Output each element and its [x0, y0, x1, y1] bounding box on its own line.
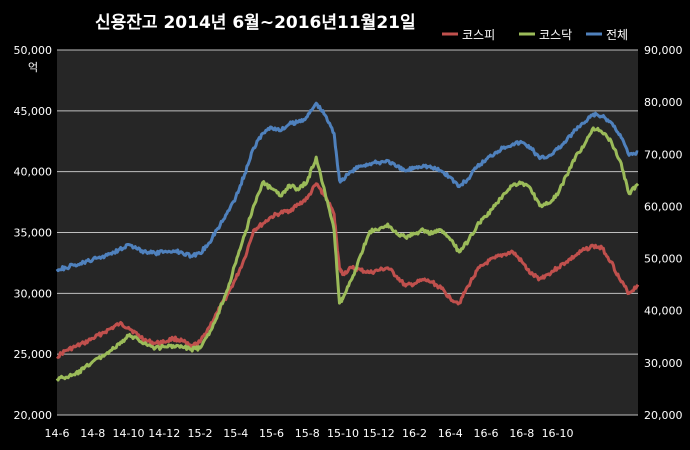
x-tick-label: 16-8	[509, 427, 534, 440]
left-tick-label: 30,000	[14, 287, 53, 300]
left-tick-label: 25,000	[14, 348, 53, 361]
left-tick-label: 20,000	[14, 409, 53, 422]
right-tick-label: 50,000	[644, 253, 683, 266]
x-tick-label: 15-10	[327, 427, 359, 440]
left-axis-unit: 억	[28, 61, 38, 74]
series-line-2	[55, 126, 640, 382]
x-tick-label: 15-8	[295, 427, 320, 440]
left-axis-ticks: 20,000 25,000 30,000 35,000 40,000 45,000 50,0…	[14, 44, 53, 422]
x-tick-label: 14-10	[113, 427, 145, 440]
x-tick-label: 14-12	[148, 427, 180, 440]
legend: 코스피 코스닥 전체	[442, 28, 628, 42]
x-tick-label: 14-8	[80, 427, 105, 440]
x-tick-label: 15-6	[259, 427, 284, 440]
x-tick-label: 14-6	[45, 427, 70, 440]
x-tick-label: 15-2	[188, 427, 213, 440]
right-tick-label: 80,000	[644, 96, 683, 109]
right-tick-label: 70,000	[644, 148, 683, 161]
right-tick-label: 60,000	[644, 200, 683, 213]
left-tick-label: 40,000	[14, 166, 53, 179]
x-tick-label: 16-10	[542, 427, 574, 440]
chart-title: 신용잔고 2014년 6월~2016년11월21일	[95, 13, 416, 33]
right-tick-label: 30,000	[644, 357, 683, 370]
x-tick-label: 16-4	[438, 427, 463, 440]
x-tick-label: 15-12	[363, 427, 395, 440]
right-tick-label: 40,000	[644, 305, 683, 318]
grid-lines	[57, 49, 638, 416]
legend-label: 코스닥	[539, 28, 572, 42]
x-tick-label: 15-4	[223, 427, 248, 440]
series-line-3	[55, 101, 639, 273]
legend-label: 전체	[606, 28, 628, 42]
left-tick-label: 50,000	[14, 44, 53, 57]
left-tick-label: 35,000	[14, 227, 53, 240]
right-tick-label: 20,000	[644, 409, 683, 422]
left-tick-label: 45,000	[14, 105, 53, 118]
series-layer	[55, 101, 640, 382]
x-tick-label: 16-2	[402, 427, 427, 440]
series-line-1	[56, 182, 640, 359]
right-tick-label: 90,000	[644, 44, 683, 57]
x-axis-ticks: 14-6 14-8 14-10 14-12 15-2 15-4 15-6 15-8 15-10 1…	[45, 427, 574, 440]
right-axis-ticks: 20,000 30,000 40,000 50,000 60,000 70,000 80,0…	[644, 44, 683, 422]
x-tick-label: 16-6	[474, 427, 499, 440]
legend-label: 코스피	[462, 28, 495, 42]
